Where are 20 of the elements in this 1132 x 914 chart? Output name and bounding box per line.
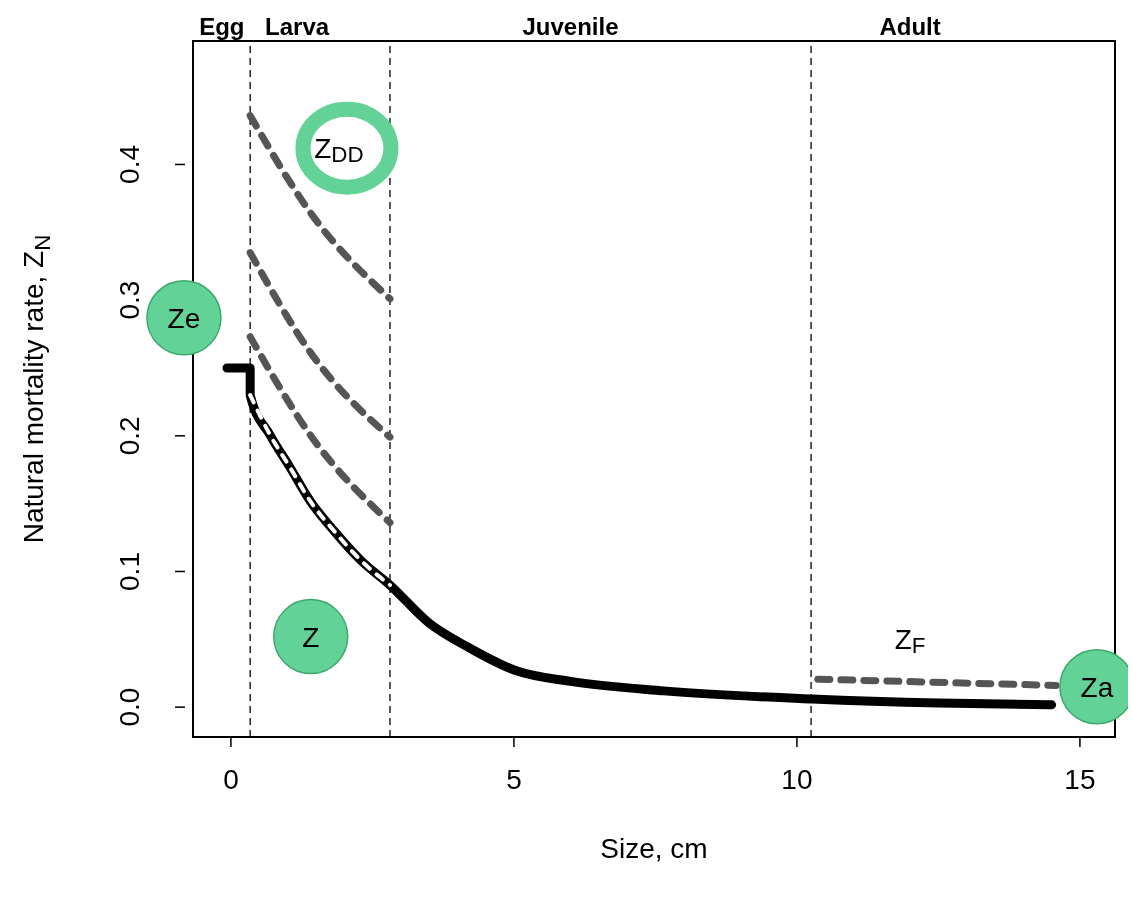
text: Larva — [265, 13, 330, 40]
text: Egg — [199, 13, 245, 40]
annotation: Ze — [167, 302, 201, 334]
y-tick-label: 0.3 — [114, 280, 146, 320]
y-tick-label: 0.1 — [114, 552, 146, 591]
x-tick-label: 10 — [781, 763, 813, 795]
y-tick-label: 0.0 — [114, 687, 146, 727]
x-tick-label: 15 — [1064, 763, 1096, 795]
x-tick-label: 0 — [223, 763, 239, 795]
x-axis-title: Size, cm — [600, 833, 708, 864]
y-tick-label: 0.4 — [114, 144, 146, 184]
text: Juvenile — [522, 13, 619, 40]
y-tick-label: 0.2 — [114, 416, 146, 456]
annotation: Z$_{DD}$ — [314, 132, 364, 168]
annotation: Za — [1080, 671, 1114, 703]
line-series — [248, 393, 392, 588]
annotation: Z — [302, 621, 320, 653]
x-tick-label: 5 — [506, 763, 522, 795]
text: Adult — [879, 13, 941, 40]
annotation: Z$_{F}$ — [894, 623, 926, 659]
